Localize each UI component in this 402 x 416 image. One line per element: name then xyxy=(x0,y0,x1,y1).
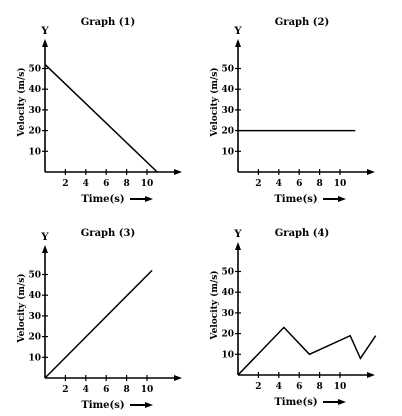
graph-4-y-axis-arrow xyxy=(235,242,241,250)
graph-1-x-label-arrow-head xyxy=(145,196,153,202)
graph-4-velocity-line xyxy=(237,326,377,376)
graph-4-y-tick-label: 10 xyxy=(221,350,234,360)
graph-1-y-tick-label: 50 xyxy=(28,65,41,75)
graph-4-x-tick-label: 8 xyxy=(316,382,322,392)
graph-1-y-tick-label: 20 xyxy=(28,127,41,137)
graph-3-x-label: Time(s) xyxy=(81,400,124,411)
graph-3-y-axis-arrow xyxy=(42,245,48,253)
graph-2-x-tick-label: 6 xyxy=(296,179,302,189)
graph-2-y-tick-label: 30 xyxy=(221,106,234,116)
graph-3-y-tick-label: 20 xyxy=(28,333,41,343)
graph-2-x-tick-label: 2 xyxy=(255,179,261,189)
graph-4-y-tick-label: 50 xyxy=(221,268,234,278)
graph-1-y-tick-label: 40 xyxy=(28,85,41,95)
graph-3-y-axis-letter: Y xyxy=(40,232,49,243)
graph-1-x-axis-arrow xyxy=(174,169,182,175)
graph-2-x-tick-label: 10 xyxy=(334,179,347,189)
graph-1-x-tick-label: 6 xyxy=(103,179,109,189)
graph-1-y-tick-label: 10 xyxy=(28,147,41,157)
graph-4-x-axis-arrow xyxy=(367,372,375,378)
graph-1-y-label: Velocity (m/s) xyxy=(16,67,27,137)
graph-3-x-tick-label: 2 xyxy=(62,385,68,395)
graph-3-y-tick-label: 50 xyxy=(28,271,41,281)
graph-3-x-tick-label: 10 xyxy=(141,385,154,395)
graph-4-x-tick-label: 10 xyxy=(334,382,347,392)
graph-4-y-label: Velocity (m/s) xyxy=(209,270,220,340)
graph-1-x-label: Time(s) xyxy=(81,194,124,205)
graph-1-velocity-line xyxy=(44,63,158,173)
graph-2-y-tick-label: 50 xyxy=(221,65,234,75)
graph-1-title: Graph (1) xyxy=(81,17,135,28)
graph-3-title: Graph (3) xyxy=(81,228,135,239)
graph-1-y-axis-arrow xyxy=(42,39,48,47)
graph-2-y-tick-label: 20 xyxy=(221,127,234,137)
graph-4-title: Graph (4) xyxy=(275,228,329,239)
graph-2-x-tick-label: 8 xyxy=(316,179,322,189)
graph-3-y-tick-label: 40 xyxy=(28,291,41,301)
graph-3-x-tick-label: 4 xyxy=(83,385,89,395)
graph-3-y-tick-label: 30 xyxy=(28,312,41,322)
graph-3-x-tick-label: 6 xyxy=(103,385,109,395)
graph-3-x-label-arrow-head xyxy=(145,402,153,408)
graph-2-x-tick-label: 4 xyxy=(276,179,282,189)
graph-4-y-tick-label: 20 xyxy=(221,330,234,340)
graph-2-x-label: Time(s) xyxy=(274,194,317,205)
graph-1-y-axis-letter: Y xyxy=(40,26,49,37)
graph-1-x-tick-label: 4 xyxy=(83,179,89,189)
graph-4-x-tick-label: 4 xyxy=(276,382,282,392)
graph-2-title: Graph (2) xyxy=(275,17,329,28)
graph-2-x-axis-arrow xyxy=(367,169,375,175)
graph-3-velocity-line xyxy=(44,269,153,379)
graph-4-x-tick-label: 6 xyxy=(296,382,302,392)
graph-4-y-tick-label: 30 xyxy=(221,309,234,319)
graph-1-x-tick-label: 8 xyxy=(123,179,129,189)
graph-2-y-tick-label: 40 xyxy=(221,85,234,95)
graph-2-y-axis-letter: Y xyxy=(233,26,242,37)
graph-2-y-label: Velocity (m/s) xyxy=(209,67,220,137)
graph-4-x-tick-label: 2 xyxy=(255,382,261,392)
graph-1-x-tick-label: 2 xyxy=(62,179,68,189)
graph-2-y-axis-arrow xyxy=(235,39,241,47)
graph-4-x-label: Time(s) xyxy=(274,397,317,408)
graph-2-x-label-arrow-head xyxy=(338,196,346,202)
graph-3-x-axis-arrow xyxy=(174,375,182,381)
graph-3-x-tick-label: 8 xyxy=(123,385,129,395)
graph-2-y-tick-label: 10 xyxy=(221,147,234,157)
graph-1-y-tick-label: 30 xyxy=(28,106,41,116)
graph-4-y-axis-letter: Y xyxy=(233,229,242,240)
graph-1-x-tick-label: 10 xyxy=(141,179,154,189)
graph-4-x-label-arrow-head xyxy=(338,399,346,405)
graph-3-y-label: Velocity (m/s) xyxy=(16,273,27,343)
graph-4-y-tick-label: 40 xyxy=(221,288,234,298)
graph-3-y-tick-label: 10 xyxy=(28,353,41,363)
